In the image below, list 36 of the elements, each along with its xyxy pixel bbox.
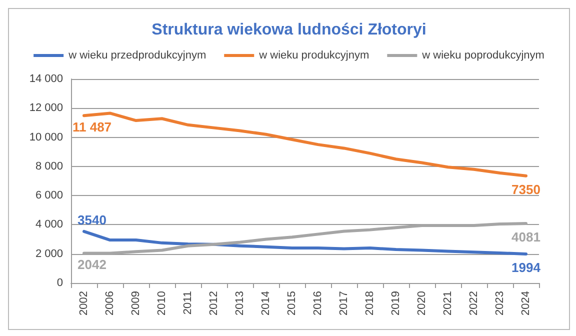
legend-label: w wieku przedprodukcyjnym xyxy=(68,50,206,62)
y-tick-label: 14 000 xyxy=(29,73,63,85)
x-tick-label: 2014 xyxy=(260,291,272,316)
legend-label: w wieku poprodukcyjnym xyxy=(421,50,544,62)
x-tick-label: 2017 xyxy=(338,291,350,316)
x-tick-label: 2010 xyxy=(156,291,168,316)
x-tick-label: 2019 xyxy=(390,291,402,316)
data-label: 3540 xyxy=(78,212,106,228)
x-tick-label: 2024 xyxy=(520,291,532,316)
x-tick-label: 2009 xyxy=(130,291,142,316)
chart-title: Struktura wiekowa ludności Złotoryi xyxy=(152,22,426,38)
data-label: 11 487 xyxy=(72,120,112,135)
x-tick-label: 2002 xyxy=(78,291,90,316)
y-tick-label: 12 000 xyxy=(29,102,63,114)
x-tick-label: 2021 xyxy=(442,291,454,316)
y-tick-label: 4 000 xyxy=(35,218,63,231)
y-tick-label: 2 000 xyxy=(35,248,63,260)
x-tick-label: 2012 xyxy=(208,291,220,316)
data-label: 1994 xyxy=(512,260,542,275)
x-tick-label: 2018 xyxy=(364,291,376,316)
y-tick-label: 6 000 xyxy=(35,190,63,202)
data-label: 7350 xyxy=(512,182,540,197)
x-tick-label: 2023 xyxy=(494,291,506,316)
data-label: 2042 xyxy=(78,257,106,272)
x-tick-label: 2020 xyxy=(416,291,428,316)
data-label: 4081 xyxy=(512,230,540,245)
y-tick-label: 10 000 xyxy=(29,131,63,144)
x-tick-label: 2015 xyxy=(286,291,298,316)
x-tick-label: 2006 xyxy=(104,291,116,316)
legend-label: w wieku produkcyjnym xyxy=(258,50,370,62)
x-tick-label: 2013 xyxy=(234,291,246,316)
x-tick-label: 2022 xyxy=(468,291,480,316)
x-tick-label: 2016 xyxy=(312,291,324,316)
x-tick-label: 2011 xyxy=(182,291,194,315)
y-tick-label: 8 000 xyxy=(35,160,63,172)
y-tick-label: 0 xyxy=(56,277,63,289)
